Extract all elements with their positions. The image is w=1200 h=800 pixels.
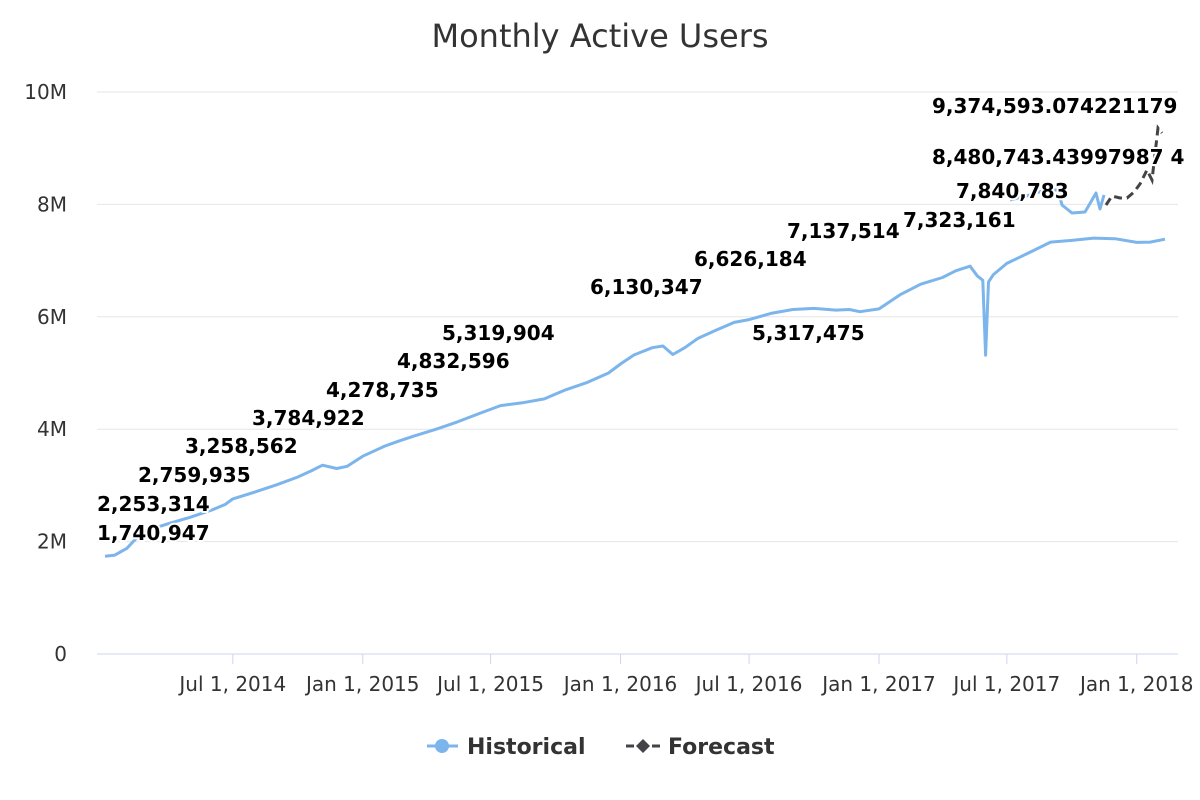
x-tick-label: Jul 1, 2014 bbox=[177, 672, 286, 696]
series-layer bbox=[104, 124, 1166, 558]
axis-layer: 0 2M 4M 6M 8M 10M Jul 1, 2014 Jan 1, 2015 Jul 1,… bbox=[24, 80, 1193, 696]
data-label: 6,626,184 bbox=[694, 247, 807, 271]
series-forecast-line bbox=[1104, 124, 1164, 206]
data-label: 4,832,596 bbox=[397, 349, 510, 373]
y-tick-label: 4M bbox=[37, 417, 67, 441]
y-tick-label: 10M bbox=[24, 80, 67, 104]
data-label: 6,130,347 bbox=[590, 275, 703, 299]
x-tick-label: Jul 1, 2016 bbox=[694, 672, 803, 696]
data-label: 9,374,593.074221179 bbox=[932, 94, 1177, 118]
x-tick-label: Jan 1, 2017 bbox=[820, 672, 936, 696]
series-historical-tail bbox=[1009, 188, 1106, 215]
data-label: 1,740,947 bbox=[97, 521, 210, 545]
data-label: 7,137,514 bbox=[787, 219, 900, 243]
data-label: 7,323,161 bbox=[903, 208, 1016, 232]
y-tick-label: 6M bbox=[37, 305, 67, 329]
x-tick-label: Jan 1, 2016 bbox=[562, 672, 678, 696]
x-tick-label: Jan 1, 2018 bbox=[1078, 672, 1194, 696]
legend-historical-label: Historical bbox=[467, 735, 586, 760]
x-tick-label: Jul 1, 2015 bbox=[435, 672, 544, 696]
y-tick-label: 8M bbox=[37, 192, 67, 216]
grid-layer bbox=[97, 91, 1178, 543]
series-historical-line bbox=[104, 236, 1166, 558]
data-label: 7,840,783 bbox=[956, 179, 1069, 203]
data-label: 3,258,562 bbox=[185, 434, 298, 458]
data-label: 3,784,922 bbox=[252, 406, 365, 430]
data-label: 2,253,314 bbox=[97, 492, 210, 516]
y-tick-label: 0 bbox=[54, 642, 67, 666]
y-tick-label: 2M bbox=[37, 530, 67, 554]
legend: Historical Forecast bbox=[427, 735, 775, 760]
data-label: 5,319,904 bbox=[442, 321, 555, 345]
data-label: 5,317,475 bbox=[752, 321, 865, 345]
data-label: 4,278,735 bbox=[326, 378, 439, 402]
chart-title: Monthly Active Users bbox=[431, 17, 768, 55]
data-label: 8,480,743.43997987 4 bbox=[932, 145, 1184, 169]
legend-forecast-marker bbox=[636, 739, 650, 753]
legend-forecast-label: Forecast bbox=[668, 735, 775, 760]
legend-item-historical[interactable]: Historical bbox=[427, 735, 586, 760]
data-label: 2,759,935 bbox=[138, 463, 251, 487]
label-layer: 1,740,947 2,253,314 2,759,935 3,258,562 3,78… bbox=[95, 92, 1186, 547]
x-tick-label: Jan 1, 2015 bbox=[304, 672, 420, 696]
legend-item-forecast[interactable]: Forecast bbox=[626, 735, 775, 760]
legend-historical-marker bbox=[435, 739, 449, 753]
x-tick-label: Jul 1, 2017 bbox=[951, 672, 1060, 696]
